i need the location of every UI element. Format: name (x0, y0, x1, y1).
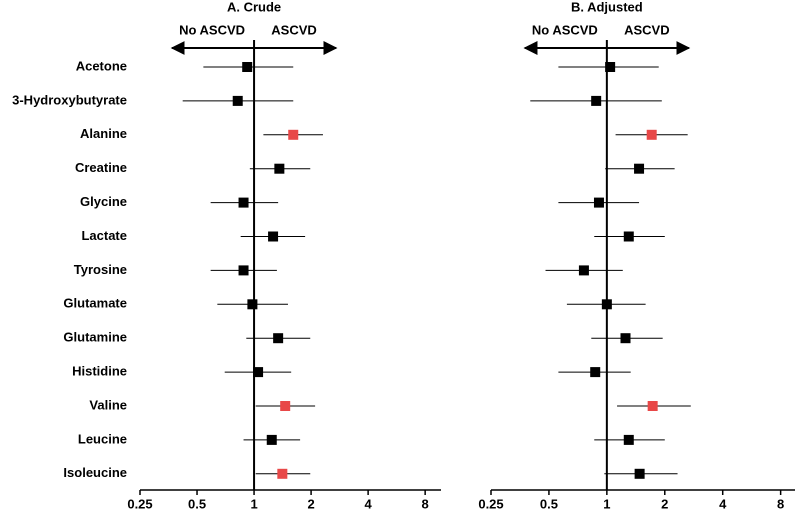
point (578, 265, 589, 276)
point (288, 129, 299, 140)
point (646, 129, 657, 140)
annotation: ASCVD (624, 22, 670, 37)
category-label: Lactate (81, 228, 127, 243)
point (623, 434, 634, 445)
point (247, 299, 258, 310)
annotation: No ASCVD (179, 22, 245, 37)
annotation: ASCVD (271, 22, 317, 37)
point (274, 163, 285, 174)
x-tick-label: 8 (777, 496, 784, 511)
x-tick-label: 4 (365, 496, 373, 511)
point (591, 95, 602, 106)
x-tick-label: 2 (661, 496, 668, 511)
point (620, 333, 631, 344)
point (266, 434, 277, 445)
x-tick-label: 0.5 (540, 496, 558, 511)
point (280, 401, 291, 411)
point (634, 468, 645, 479)
point (268, 231, 279, 242)
category-label: Valine (89, 397, 127, 412)
point (277, 468, 288, 479)
point (242, 62, 253, 72)
point (647, 401, 658, 411)
category-label: Isoleucine (63, 465, 127, 480)
x-tick-label: 1 (603, 496, 610, 511)
point (232, 95, 243, 106)
category-label: Histidine (72, 364, 127, 379)
panel-title: A. Crude (227, 0, 281, 14)
point (590, 367, 601, 378)
category-label: Leucine (78, 431, 127, 446)
x-tick-label: 8 (422, 496, 429, 511)
category-label: Tyrosine (74, 262, 127, 277)
point (601, 299, 612, 310)
panel-title: B. Adjusted (571, 0, 643, 14)
category-label: Glutamine (63, 330, 127, 345)
annotation: No ASCVD (532, 22, 598, 37)
x-tick-label: 4 (719, 496, 727, 511)
point (273, 333, 284, 344)
category-label: Creatine (75, 160, 127, 175)
point (238, 197, 249, 208)
x-tick-label: 1 (250, 496, 257, 511)
category-label: Glutamate (63, 296, 127, 311)
x-tick-label: 2 (307, 496, 314, 511)
x-tick-label: 0.5 (188, 496, 206, 511)
point (238, 265, 249, 276)
category-label: Alanine (80, 126, 127, 141)
x-tick-label: 0.25 (127, 496, 152, 511)
x-tick-label: 0.25 (478, 496, 503, 511)
point (593, 197, 604, 208)
category-label: 3-Hydroxybutyrate (12, 92, 127, 107)
point (253, 367, 264, 378)
point (605, 62, 616, 72)
category-label: Glycine (80, 194, 127, 209)
category-label: Acetone (76, 58, 127, 73)
point (623, 231, 634, 242)
point (634, 163, 645, 174)
